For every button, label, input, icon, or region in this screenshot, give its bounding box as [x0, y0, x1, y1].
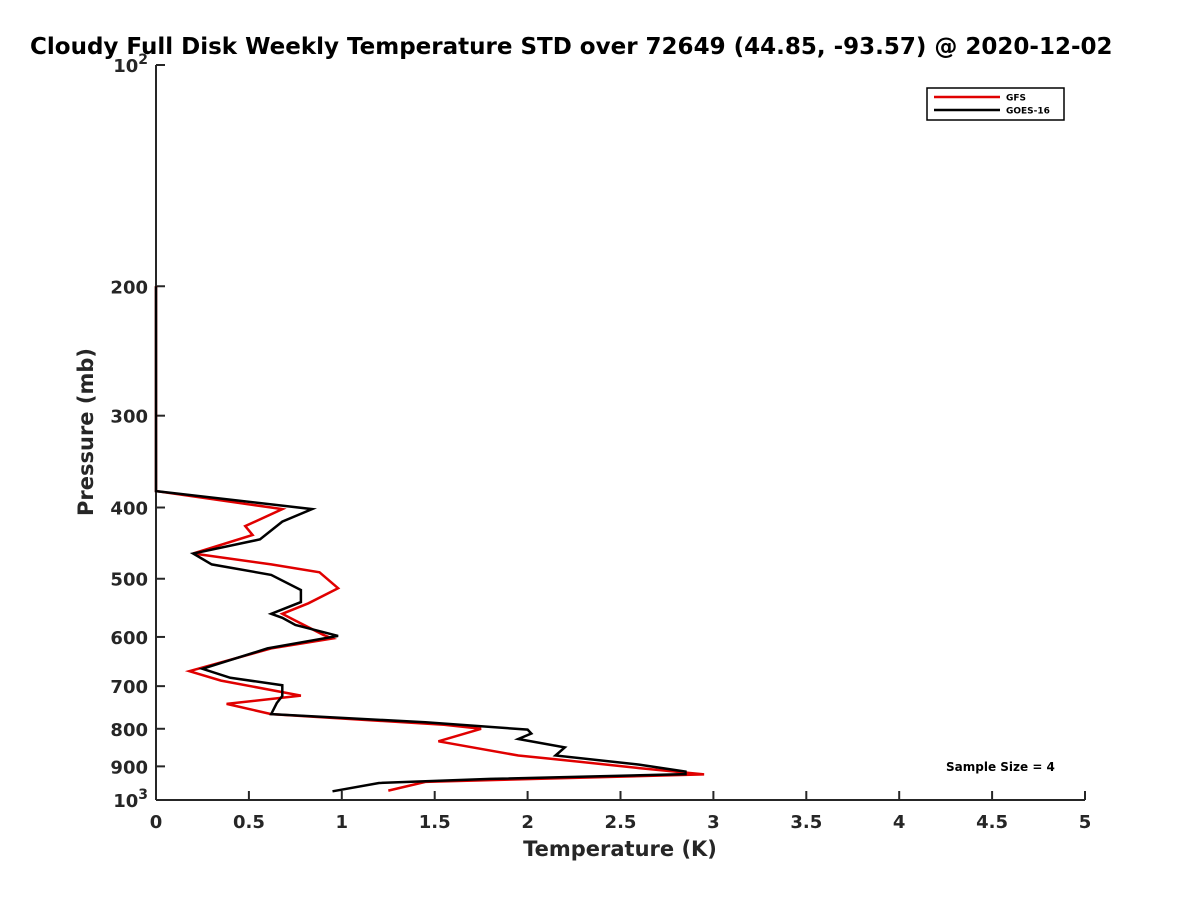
legend-label-goes-16: GOES-16 — [1006, 107, 1050, 117]
x-tick-label: 0 — [150, 812, 163, 833]
y-tick-label-base: 10 — [113, 56, 138, 77]
y-tick-label: 200 — [110, 277, 148, 298]
y-tick-label: 800 — [110, 720, 148, 741]
y-tick-label-exponent: 2 — [138, 52, 148, 68]
y-tick-label-base: 500 — [110, 570, 148, 591]
x-axis-ticks: 0 0.5 1 1.5 2 2.5 3 3.5 4 4.5 5 — [150, 791, 1092, 833]
x-axis-title: Temperature (K) — [523, 837, 717, 861]
sample-size-annotation: Sample Size = 4 — [946, 760, 1055, 774]
y-tick-label-base: 700 — [110, 677, 148, 698]
x-tick-label: 4 — [893, 812, 906, 833]
y-tick-label: 900 — [110, 757, 148, 778]
series-line-goes-16 — [154, 286, 687, 793]
y-tick-label: 400 — [110, 499, 148, 520]
y-tick-label-base: 900 — [110, 757, 148, 778]
x-tick-label: 2 — [521, 812, 534, 833]
y-tick-label: 500 — [110, 570, 148, 591]
y-tick-label-base: 300 — [110, 407, 148, 428]
x-tick-label: 5 — [1079, 812, 1092, 833]
x-tick-label: 4.5 — [976, 812, 1008, 833]
y-tick-label-base: 800 — [110, 720, 148, 741]
y-tick-label: 300 — [110, 407, 148, 428]
y-tick-label: 103 — [113, 787, 148, 812]
y-axis-title: Pressure (mb) — [74, 348, 98, 516]
y-tick-label: 102 — [113, 52, 148, 77]
y-tick-label-base: 400 — [110, 499, 148, 520]
series-lines — [154, 286, 705, 793]
legend-label-gfs: GFS — [1006, 94, 1026, 104]
legend-box — [926, 87, 1065, 121]
x-tick-label: 3.5 — [790, 812, 822, 833]
x-tick-label: 1 — [336, 812, 349, 833]
chart-title: Cloudy Full Disk Weekly Temperature STD … — [30, 34, 1113, 60]
y-tick-label-base: 200 — [110, 277, 148, 298]
x-tick-label: 2.5 — [605, 812, 637, 833]
y-tick-label-exponent: 3 — [138, 787, 148, 803]
y-tick-label-base: 10 — [113, 791, 138, 812]
y-tick-label: 600 — [110, 628, 148, 649]
x-tick-label: 0.5 — [233, 812, 265, 833]
y-tick-label-base: 600 — [110, 628, 148, 649]
x-tick-label: 1.5 — [419, 812, 451, 833]
legend: GFS GOES-16 — [926, 87, 1065, 121]
y-tick-label: 700 — [110, 677, 148, 698]
x-tick-label: 3 — [707, 812, 720, 833]
